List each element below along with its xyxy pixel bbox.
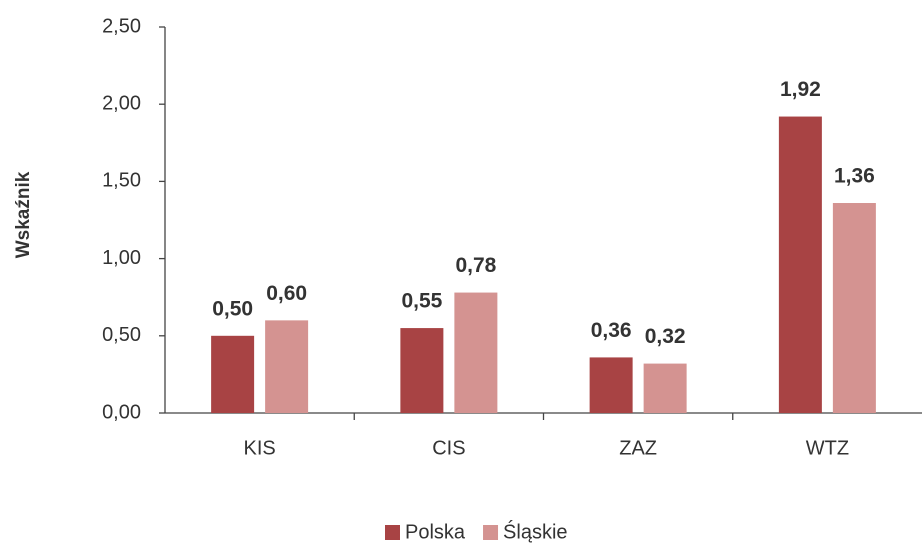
value-label: 0,36 [591,319,632,342]
y-tick-label: 1,00 [102,247,141,269]
value-label: 0,50 [212,297,253,320]
y-tick-label: 2,50 [102,15,141,37]
bar [644,364,687,413]
bar [833,203,876,413]
y-tick-label: 2,00 [102,92,141,114]
x-tick-label: CIS [432,437,465,459]
value-label: 0,78 [455,254,496,277]
bar [265,320,308,413]
value-label: 0,32 [645,325,686,348]
x-tick-label: KIS [244,437,276,459]
legend-swatch [385,525,400,540]
y-tick-label: 0,00 [102,401,141,423]
x-tick-label: WTZ [806,437,849,459]
y-axis-label: Wskaźnik [13,171,34,258]
value-label: 0,55 [401,290,442,313]
y-tick-label: 1,50 [102,170,141,192]
value-label: 1,36 [834,165,875,188]
bar [590,357,633,413]
bar [211,336,254,413]
chart: Wskaźnik 0,00 0,50 1,00 1,50 2,00 2,50 KIS 0,50… [0,0,924,546]
bar [400,328,443,413]
legend-label: Polska [405,521,466,543]
legend-label: Śląskie [503,519,567,543]
bar [454,293,497,413]
y-tick-label: 0,50 [102,324,141,346]
legend-swatch [483,525,498,540]
value-label: 1,92 [780,78,821,101]
bar [779,117,822,413]
value-label: 0,60 [266,282,307,305]
x-tick-label: ZAZ [619,437,657,459]
